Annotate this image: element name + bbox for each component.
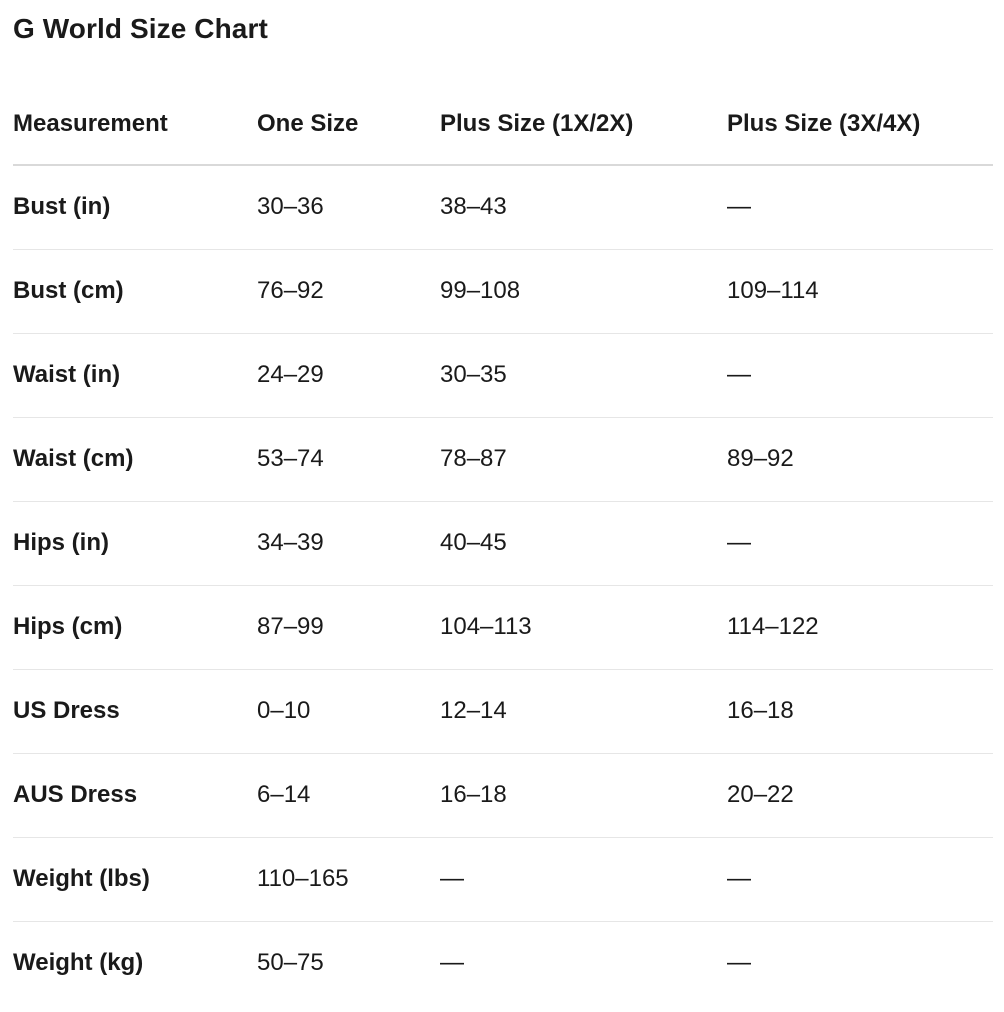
row-label-hips-in: Hips (in) — [13, 501, 257, 586]
cell-one-size: 6–14 — [257, 753, 440, 838]
size-chart-table: Measurement One Size Plus Size (1X/2X) P… — [13, 84, 993, 1005]
cell-plus-size-3x-4x: 89–92 — [727, 417, 993, 502]
cell-plus-size-1x-2x: 78–87 — [440, 417, 727, 502]
row-label-weight-kg: Weight (kg) — [13, 949, 144, 977]
table-row: AUS Dress 6–14 16–18 20–22 — [13, 753, 993, 838]
header-plus-size-3x-4x: Plus Size (3X/4X) — [727, 84, 993, 166]
cell-plus-size-3x-4x: 20–22 — [727, 753, 993, 838]
cell-plus-size-3x-4x: 109–114 — [727, 249, 993, 334]
cell-plus-size-3x-4x: — — [727, 837, 993, 922]
row-label-hips-cm: Hips (cm) — [13, 585, 257, 670]
row-label-bust-in: Bust (in) — [13, 165, 257, 250]
table-row: US Dress 0–10 12–14 16–18 — [13, 669, 993, 754]
cell-plus-size-3x-4x: — — [727, 333, 993, 418]
row-label-aus-dress: AUS Dress — [13, 753, 257, 838]
cell-one-size: 0–10 — [257, 669, 440, 754]
table-header: Measurement One Size Plus Size (1X/2X) P… — [13, 84, 993, 166]
page-title: G World Size Chart — [13, 13, 268, 44]
cell-plus-size-1x-2x: — — [440, 949, 464, 977]
cell-plus-size-3x-4x: — — [727, 501, 993, 586]
cell-plus-size-1x-2x: 38–43 — [440, 165, 727, 250]
row-label-waist-in: Waist (in) — [13, 333, 257, 418]
row-label-weight-lbs: Weight (lbs) — [13, 837, 257, 922]
row-label-bust-cm: Bust (cm) — [13, 249, 257, 334]
cell-plus-size-1x-2x: — — [440, 837, 727, 922]
row-label-waist-cm: Waist (cm) — [13, 417, 257, 502]
table-row: Bust (cm) 76–92 99–108 109–114 — [13, 249, 993, 334]
header-one-size: One Size — [257, 84, 440, 166]
cell-one-size: 87–99 — [257, 585, 440, 670]
table-row: Waist (in) 24–29 30–35 — — [13, 333, 993, 418]
table-row: Waist (cm) 53–74 78–87 89–92 — [13, 417, 993, 502]
cell-plus-size-1x-2x: 30–35 — [440, 333, 727, 418]
cell-plus-size-1x-2x: 12–14 — [440, 669, 727, 754]
cell-plus-size-1x-2x: 99–108 — [440, 249, 727, 334]
cell-plus-size-1x-2x: 40–45 — [440, 501, 727, 586]
cell-plus-size-1x-2x: 104–113 — [440, 585, 727, 670]
table-row: Hips (cm) 87–99 104–113 114–122 — [13, 585, 993, 670]
cell-plus-size-3x-4x: — — [727, 949, 751, 977]
cell-one-size: 110–165 — [257, 837, 440, 922]
cell-one-size: 76–92 — [257, 249, 440, 334]
header-plus-size-1x-2x: Plus Size (1X/2X) — [440, 84, 727, 166]
cell-one-size: 24–29 — [257, 333, 440, 418]
header-measurement: Measurement — [13, 84, 257, 166]
cell-plus-size-3x-4x: 114–122 — [727, 585, 993, 670]
table-row: Weight (kg) 50–75 — — — [13, 921, 993, 1005]
table-row: Weight (lbs) 110–165 — — — [13, 837, 993, 922]
table-body: Bust (in) 30–36 38–43 — Bust (cm) 76–92 … — [13, 165, 993, 1005]
header-row: Measurement One Size Plus Size (1X/2X) P… — [13, 84, 993, 166]
cell-plus-size-3x-4x: — — [727, 165, 993, 250]
table-row: Bust (in) 30–36 38–43 — — [13, 165, 993, 250]
cell-plus-size-3x-4x: 16–18 — [727, 669, 993, 754]
table-row: Hips (in) 34–39 40–45 — — [13, 501, 993, 586]
cell-one-size: 30–36 — [257, 165, 440, 250]
cell-one-size: 50–75 — [257, 949, 324, 977]
cell-one-size: 53–74 — [257, 417, 440, 502]
row-label-us-dress: US Dress — [13, 669, 257, 754]
cell-one-size: 34–39 — [257, 501, 440, 586]
cell-plus-size-1x-2x: 16–18 — [440, 753, 727, 838]
